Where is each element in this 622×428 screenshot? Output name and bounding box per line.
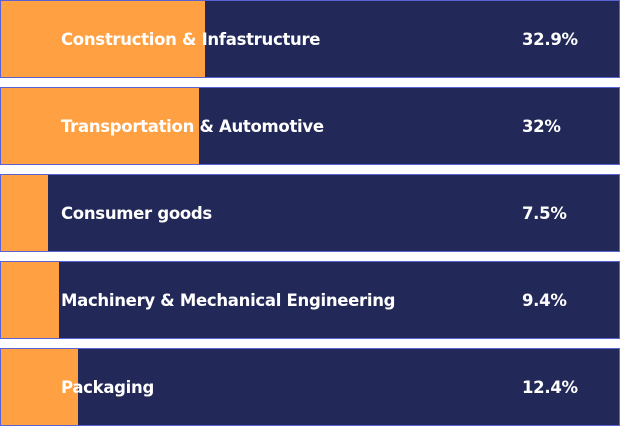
- bar-row: Construction & Infastructure 32.9%: [0, 0, 620, 78]
- category-label: Construction & Infastructure: [61, 29, 321, 49]
- bar: [1, 175, 48, 251]
- category-label: Machinery & Mechanical Engineering: [61, 290, 396, 310]
- value-label: 32.9%: [522, 29, 578, 49]
- bar: [1, 88, 199, 164]
- bar-row: Machinery & Mechanical Engineering 9.4%: [0, 261, 620, 339]
- bar: [1, 349, 78, 425]
- value-label: 9.4%: [522, 290, 567, 310]
- category-label: Transportation & Automotive: [61, 116, 324, 136]
- value-label: 12.4%: [522, 377, 578, 397]
- bar: [1, 1, 205, 77]
- category-label: Packaging: [61, 377, 154, 397]
- bar-row: Packaging 12.4%: [0, 348, 620, 426]
- bar: [1, 262, 59, 338]
- value-label: 7.5%: [522, 203, 567, 223]
- bar-row: Consumer goods 7.5%: [0, 174, 620, 252]
- bar-row: Transportation & Automotive 32%: [0, 87, 620, 165]
- value-label: 32%: [522, 116, 561, 136]
- category-label: Consumer goods: [61, 203, 212, 223]
